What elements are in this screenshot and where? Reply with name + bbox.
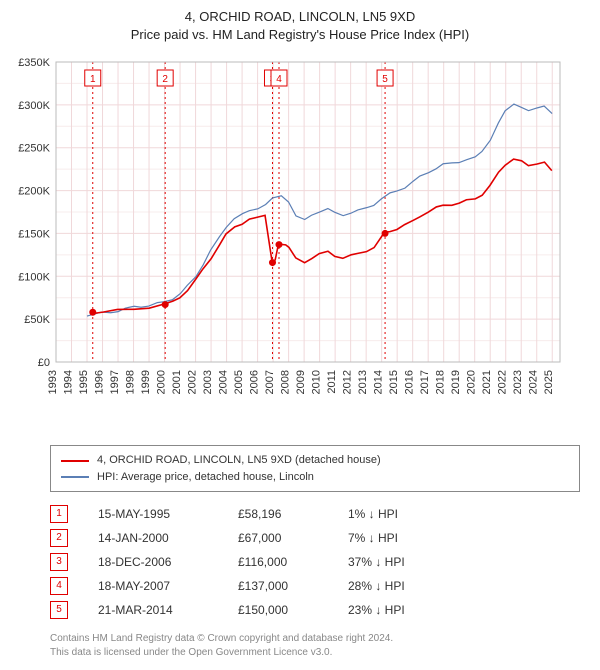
transaction-price: £67,000 — [238, 526, 348, 550]
transaction-price: £58,196 — [238, 502, 348, 526]
svg-text:£300K: £300K — [18, 100, 50, 112]
svg-text:2005: 2005 — [233, 370, 245, 394]
legend-swatch-red — [61, 460, 89, 462]
svg-text:2019: 2019 — [450, 370, 462, 394]
transaction-date: 14-JAN-2000 — [98, 526, 238, 550]
table-row: 5 21-MAR-2014 £150,000 23% ↓ HPI — [50, 598, 580, 622]
svg-text:2006: 2006 — [249, 370, 261, 394]
footnote: Contains HM Land Registry data © Crown c… — [50, 632, 580, 660]
svg-text:£200K: £200K — [18, 186, 50, 198]
transaction-marker: 1 — [50, 505, 68, 523]
svg-text:2021: 2021 — [481, 370, 493, 394]
chart-area: £0 £50K £100K £150K £200K £250K £300K £350K 1993… — [10, 52, 590, 439]
svg-text:£350K: £350K — [18, 57, 50, 69]
svg-text:4: 4 — [276, 74, 282, 85]
svg-text:2002: 2002 — [187, 370, 199, 394]
svg-text:£150K: £150K — [18, 229, 50, 241]
transaction-date: 15-MAY-1995 — [98, 502, 238, 526]
svg-text:2020: 2020 — [466, 370, 478, 394]
svg-text:2023: 2023 — [512, 370, 524, 394]
svg-text:2016: 2016 — [404, 370, 416, 394]
transaction-price: £150,000 — [238, 598, 348, 622]
transaction-price: £137,000 — [238, 574, 348, 598]
svg-text:1994: 1994 — [63, 370, 75, 394]
svg-text:2003: 2003 — [202, 370, 214, 394]
table-row: 2 14-JAN-2000 £67,000 7% ↓ HPI — [50, 526, 580, 550]
svg-text:2014: 2014 — [373, 370, 385, 394]
page: 4, ORCHID ROAD, LINCOLN, LN5 9XD Price p… — [0, 0, 600, 660]
svg-text:£250K: £250K — [18, 143, 50, 155]
svg-text:2009: 2009 — [295, 370, 307, 394]
transaction-pct: 7% ↓ HPI — [348, 526, 458, 550]
transaction-pct: 23% ↓ HPI — [348, 598, 458, 622]
svg-text:1995: 1995 — [78, 370, 90, 394]
transaction-date: 18-MAY-2007 — [98, 574, 238, 598]
table-row: 1 15-MAY-1995 £58,196 1% ↓ HPI — [50, 502, 580, 526]
title-address: 4, ORCHID ROAD, LINCOLN, LN5 9XD — [0, 8, 600, 26]
transaction-marker: 5 — [50, 601, 68, 619]
transaction-marker: 3 — [50, 553, 68, 571]
transaction-date: 21-MAR-2014 — [98, 598, 238, 622]
transactions-table: 1 15-MAY-1995 £58,196 1% ↓ HPI 2 14-JAN-… — [50, 502, 580, 622]
legend-label-property: 4, ORCHID ROAD, LINCOLN, LN5 9XD (detach… — [97, 452, 381, 469]
svg-text:5: 5 — [382, 74, 388, 85]
legend-row-hpi: HPI: Average price, detached house, Linc… — [61, 469, 569, 486]
transaction-pct: 28% ↓ HPI — [348, 574, 458, 598]
svg-text:2024: 2024 — [528, 370, 540, 394]
transaction-marker: 2 — [50, 529, 68, 547]
svg-text:2007: 2007 — [264, 370, 276, 394]
svg-text:2010: 2010 — [311, 370, 323, 394]
legend: 4, ORCHID ROAD, LINCOLN, LN5 9XD (detach… — [50, 445, 580, 492]
svg-text:1: 1 — [90, 74, 96, 85]
footnote-line1: Contains HM Land Registry data © Crown c… — [50, 632, 580, 646]
svg-text:1993: 1993 — [47, 370, 59, 394]
svg-text:2017: 2017 — [419, 370, 431, 394]
svg-text:2001: 2001 — [171, 370, 183, 394]
svg-text:1998: 1998 — [125, 370, 137, 394]
svg-text:£50K: £50K — [24, 315, 50, 327]
svg-text:2: 2 — [162, 74, 168, 85]
svg-text:2011: 2011 — [326, 370, 338, 394]
transaction-price: £116,000 — [238, 550, 348, 574]
transaction-pct: 1% ↓ HPI — [348, 502, 458, 526]
svg-text:1997: 1997 — [109, 370, 121, 394]
svg-text:2015: 2015 — [388, 370, 400, 394]
price-chart: £0 £50K £100K £150K £200K £250K £300K £350K 1993… — [10, 52, 570, 434]
svg-text:2004: 2004 — [218, 370, 230, 394]
table-row: 3 18-DEC-2006 £116,000 37% ↓ HPI — [50, 550, 580, 574]
transaction-marker: 4 — [50, 577, 68, 595]
svg-text:2018: 2018 — [435, 370, 447, 394]
svg-text:2000: 2000 — [156, 370, 168, 394]
svg-text:2025: 2025 — [543, 370, 555, 394]
svg-text:1996: 1996 — [94, 370, 106, 394]
table-row: 4 18-MAY-2007 £137,000 28% ↓ HPI — [50, 574, 580, 598]
svg-text:1999: 1999 — [140, 370, 152, 394]
svg-text:2008: 2008 — [280, 370, 292, 394]
legend-row-property: 4, ORCHID ROAD, LINCOLN, LN5 9XD (detach… — [61, 452, 569, 469]
transaction-date: 18-DEC-2006 — [98, 550, 238, 574]
footnote-line2: This data is licensed under the Open Gov… — [50, 646, 580, 660]
legend-swatch-blue — [61, 476, 89, 478]
svg-text:£0: £0 — [38, 357, 50, 369]
transaction-pct: 37% ↓ HPI — [348, 550, 458, 574]
svg-text:£100K: £100K — [18, 272, 50, 284]
svg-text:2022: 2022 — [497, 370, 509, 394]
svg-text:2012: 2012 — [342, 370, 354, 394]
title-subtitle: Price paid vs. HM Land Registry's House … — [0, 26, 600, 44]
svg-text:2013: 2013 — [357, 370, 369, 394]
legend-label-hpi: HPI: Average price, detached house, Linc… — [97, 469, 314, 486]
